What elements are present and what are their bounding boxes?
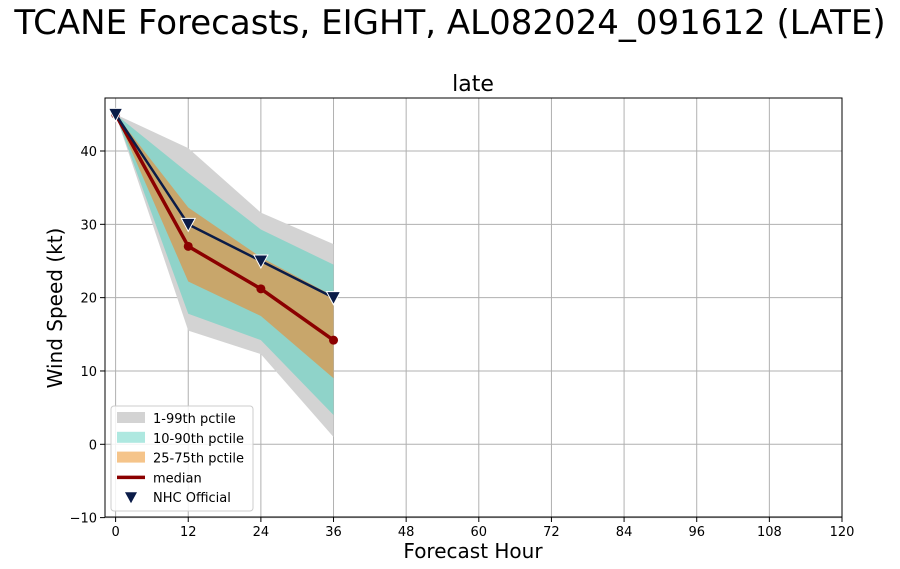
nhc-official-point [253, 254, 269, 270]
y-axis-label: Wind Speed (kt) [43, 228, 67, 389]
legend-swatch-1-99th-pctile [117, 412, 145, 423]
legend-label-1-99th-pctile: 1-99th pctile [153, 412, 236, 427]
legend-label-nhc-official: NHC Official [153, 491, 231, 506]
figure-title: TCANE Forecasts, EIGHT, AL082024_091612 … [13, 3, 885, 43]
band-25-75th-pctile [115, 114, 334, 379]
x-tick-label: 96 [688, 525, 705, 540]
y-tick-label: 20 [80, 292, 97, 307]
y-tick-label: 40 [80, 145, 97, 160]
median-point [183, 241, 193, 251]
x-tick-label: 60 [471, 525, 488, 540]
median-point [256, 284, 266, 294]
x-tick-label: 36 [325, 525, 342, 540]
plot-title: late [452, 72, 494, 97]
y-tick-label: 30 [80, 218, 97, 233]
x-tick-label: 84 [616, 525, 633, 540]
legend-label-median: median [153, 471, 202, 486]
y-tick-label: 10 [80, 365, 97, 380]
x-tick-label: 72 [543, 525, 560, 540]
y-tick-label: −10 [70, 512, 97, 527]
series [107, 107, 342, 345]
legend-label-10-90th-pctile: 10-90th pctile [153, 432, 244, 447]
legend-label-25-75th-pctile: 25-75th pctile [153, 452, 244, 467]
x-tick-label: 24 [253, 525, 270, 540]
nhc-official-line [114, 113, 335, 299]
x-tick-label: 48 [398, 525, 415, 540]
x-tick-label: 0 [111, 525, 119, 540]
x-tick-label: 120 [830, 525, 855, 540]
legend-box [110, 405, 254, 512]
x-axis-ticks: 0 12 24 36 48 60 72 84 96 108 120 [111, 517, 854, 540]
nhc-official-point [180, 217, 197, 233]
legend-swatch-25-75th-pctile [117, 451, 145, 463]
legend-swatch-nhc-official [125, 492, 137, 504]
y-axis-ticks: −10 0 10 20 30 40 [70, 145, 105, 527]
median-point [329, 335, 339, 345]
x-tick-label: 108 [757, 525, 782, 540]
nhc-official-point [325, 291, 342, 306]
plot-frame [104, 97, 843, 518]
legend: 1-99th pctile 10-90th pctile 25-75th pctil… [110, 405, 254, 512]
x-tick-label: 12 [180, 525, 197, 540]
legend-swatch-10-90th-pctile [117, 431, 145, 443]
median-line [114, 113, 335, 342]
y-tick-label: 0 [89, 438, 97, 453]
x-axis-label: Forecast Hour [403, 539, 543, 563]
nhc-official-point [107, 107, 124, 123]
